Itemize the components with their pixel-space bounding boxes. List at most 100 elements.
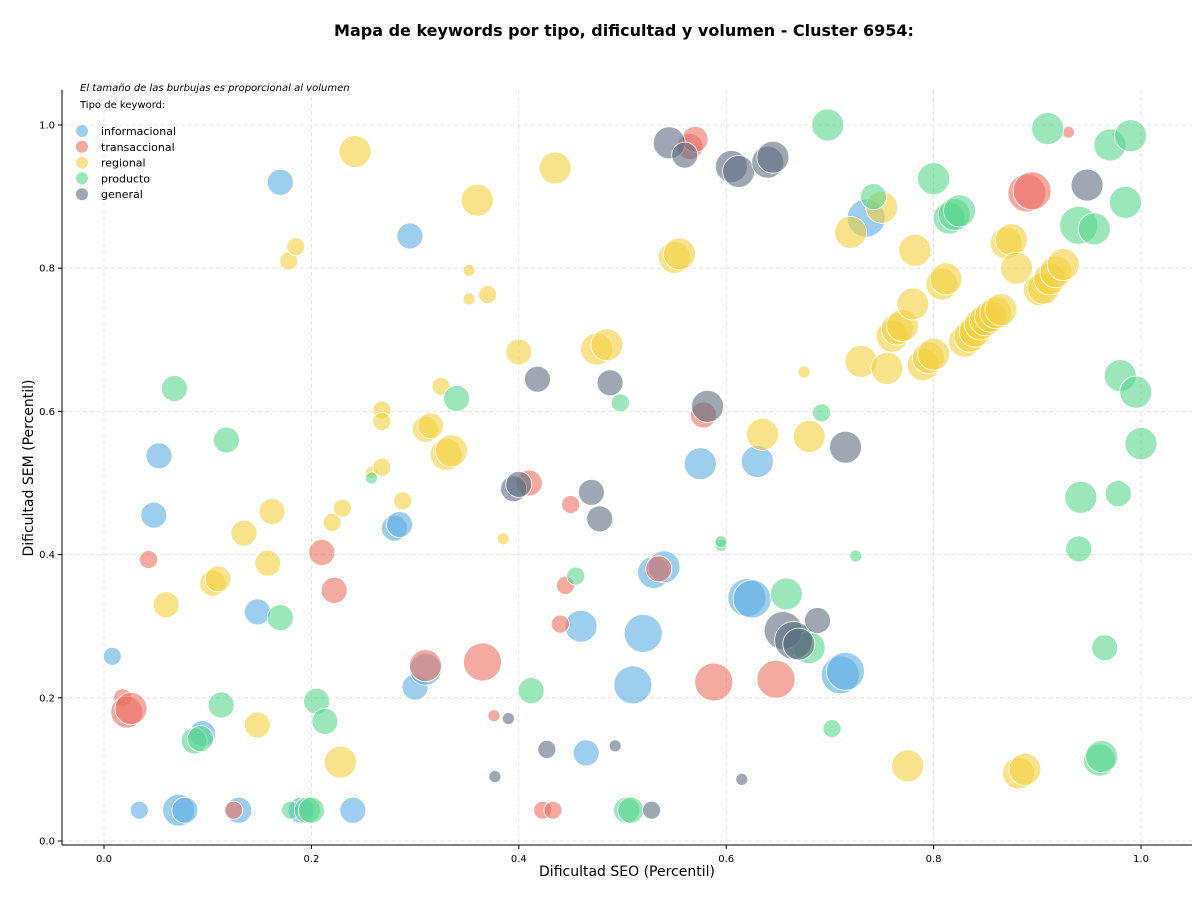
bubble-producto bbox=[822, 719, 842, 738]
bubble-general bbox=[829, 430, 862, 464]
bubble-informacional bbox=[572, 739, 600, 767]
x-tick-label: 0.0 bbox=[96, 854, 112, 865]
bubble-producto bbox=[443, 385, 471, 412]
bubble-transaccional bbox=[550, 614, 570, 634]
bubble-regional bbox=[204, 565, 232, 593]
bubble-informacional bbox=[244, 598, 271, 626]
bubble-general bbox=[578, 478, 605, 506]
bubble-informacional bbox=[396, 222, 424, 250]
bubble-general bbox=[586, 505, 614, 533]
bubble-regional bbox=[898, 233, 932, 267]
legend-item-informacional: informacional bbox=[76, 125, 176, 138]
bubble-producto bbox=[617, 796, 645, 824]
bubble-general bbox=[1070, 168, 1104, 202]
y-tick-label: 0.2 bbox=[39, 693, 55, 704]
bubble-regional bbox=[254, 549, 282, 577]
bubble-producto bbox=[1085, 740, 1118, 773]
bubble-general bbox=[722, 155, 755, 188]
legend-title: Tipo de keyword: bbox=[79, 100, 165, 111]
bubble-regional bbox=[417, 412, 445, 440]
bubble-producto bbox=[1091, 634, 1119, 662]
bubble-transaccional bbox=[645, 555, 673, 583]
bubble-informacional bbox=[266, 168, 294, 196]
bubble-producto bbox=[365, 471, 378, 485]
legend-label: producto bbox=[101, 172, 150, 185]
bubble-producto bbox=[943, 194, 976, 228]
bubble-regional bbox=[984, 293, 1018, 327]
bubble-general bbox=[804, 607, 831, 634]
legend-label: informacional bbox=[101, 125, 176, 138]
bubble-transaccional bbox=[409, 649, 442, 682]
bubble-regional bbox=[323, 745, 357, 779]
legend-label: general bbox=[101, 188, 143, 201]
legend-marker bbox=[76, 188, 88, 201]
bubble-regional bbox=[663, 237, 696, 271]
bubble-transaccional bbox=[139, 550, 159, 569]
bubble-informacional bbox=[129, 800, 149, 820]
bubble-transaccional bbox=[114, 692, 148, 725]
bubble-informacional bbox=[826, 651, 865, 691]
y-axis-label: Dificultad SEM (Percentil) bbox=[21, 380, 37, 557]
bubble-regional bbox=[917, 337, 950, 371]
bubble-transaccional bbox=[224, 800, 244, 820]
bubble-regional bbox=[372, 457, 392, 477]
legend-label: transaccional bbox=[101, 141, 175, 154]
bubble-producto bbox=[266, 604, 294, 631]
bubble-regional bbox=[460, 183, 494, 217]
bubble-regional bbox=[258, 498, 286, 526]
bubble-transaccional bbox=[308, 539, 336, 566]
y-tick-label: 0.4 bbox=[39, 550, 55, 561]
y-tick-label: 1.0 bbox=[39, 121, 55, 132]
bubble-transaccional bbox=[320, 577, 348, 604]
bubble-transaccional bbox=[1012, 171, 1052, 211]
bubble-regional bbox=[538, 151, 572, 185]
bubble-producto bbox=[1077, 212, 1111, 246]
legend-items: informacional transaccional regional produc… bbox=[76, 125, 176, 201]
legend-marker bbox=[76, 172, 88, 185]
bubble-general bbox=[537, 740, 557, 759]
bubble-regional bbox=[462, 292, 476, 306]
bubble-producto bbox=[812, 403, 831, 423]
legend-marker bbox=[76, 140, 88, 153]
x-tick-label: 0.4 bbox=[511, 854, 527, 865]
bubble-producto bbox=[161, 375, 188, 402]
bubble-regional bbox=[929, 262, 963, 296]
bubble-informacional bbox=[140, 501, 168, 529]
bubble-regional bbox=[891, 749, 925, 783]
bubble-regional bbox=[230, 519, 258, 547]
bubble-regional bbox=[1008, 753, 1042, 786]
bubble-regional bbox=[152, 591, 180, 619]
bubble-producto bbox=[1031, 112, 1065, 146]
bubble-producto bbox=[849, 549, 863, 563]
bubble-regional bbox=[797, 365, 811, 379]
bubble-producto bbox=[311, 708, 339, 735]
bubble-general bbox=[524, 365, 551, 393]
size-note: El tamaño de las burbujas es proporciona… bbox=[80, 83, 350, 94]
bubble-general bbox=[756, 140, 790, 174]
bubble-regional bbox=[1000, 251, 1033, 285]
bubble-producto bbox=[811, 108, 845, 142]
bubble-informacional bbox=[102, 646, 122, 666]
bubble-regional bbox=[792, 420, 826, 453]
bubble-regional bbox=[431, 376, 451, 396]
bubble-general bbox=[501, 712, 515, 725]
bubble-informacional bbox=[145, 442, 173, 470]
y-tick-label: 0.6 bbox=[39, 407, 55, 418]
bubble-layer bbox=[102, 108, 1158, 827]
bubble-producto bbox=[1104, 480, 1132, 508]
bubble-informacional bbox=[339, 796, 367, 824]
bubble-transaccional bbox=[463, 642, 502, 682]
bubble-producto bbox=[1124, 427, 1158, 461]
bubble-general bbox=[642, 800, 661, 820]
bubble-transaccional bbox=[694, 662, 734, 702]
series-informacional bbox=[102, 168, 886, 827]
bubble-producto bbox=[1119, 375, 1153, 409]
bubble-transaccional bbox=[487, 709, 501, 723]
x-tick-label: 1.0 bbox=[1133, 854, 1149, 865]
bubble-regional bbox=[338, 135, 372, 168]
legend-marker bbox=[76, 125, 88, 137]
bubble-general bbox=[505, 470, 533, 498]
series-general bbox=[488, 126, 1104, 820]
bubble-informacional bbox=[171, 796, 199, 824]
bubble-informacional bbox=[732, 579, 772, 619]
